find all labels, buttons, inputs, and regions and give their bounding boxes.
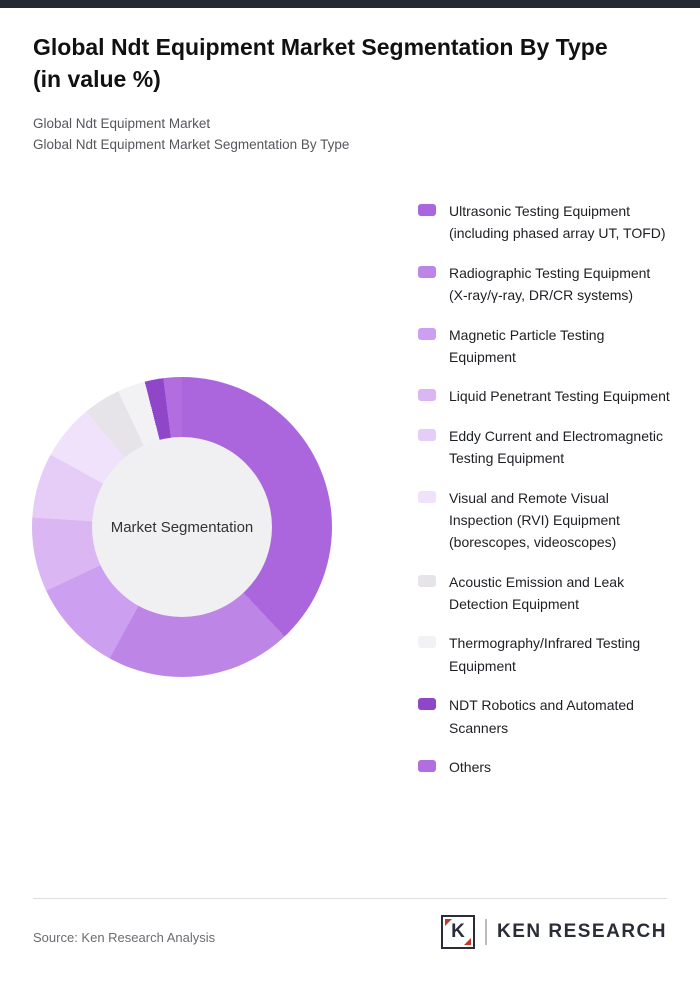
legend-swatch: [418, 389, 436, 402]
legend-swatch: [418, 204, 436, 216]
legend-label: Magnetic Particle Testing Equipment: [449, 326, 605, 365]
page-title-line2: (in value %): [33, 65, 161, 92]
legend-item: Acoustic Emission and Leak Detection Equ…: [418, 571, 670, 616]
top-accent-bar: [0, 0, 700, 8]
legend-swatch: [418, 428, 436, 441]
legend-item: Radiographic Testing Equipment (X-ray/γ-…: [418, 262, 670, 307]
legend-label: Acoustic Emission and Leak Detection Equ…: [449, 573, 625, 613]
chart-legend: Ultrasonic Testing Equipment (including …: [418, 200, 670, 795]
legend-label: Thermography/Infrared Testing Equipment: [449, 635, 641, 674]
legend-item: Others: [418, 756, 670, 778]
logo-separator: [484, 919, 487, 945]
legend-label: Others: [449, 759, 492, 776]
legend-swatch: [418, 760, 436, 773]
legend-swatch: [418, 636, 436, 649]
legend-label: Eddy Current and Electromagnetic Testing…: [449, 427, 663, 467]
legend-item: Eddy Current and Electromagnetic Testing…: [418, 425, 670, 470]
legend-swatch: [418, 698, 436, 711]
source-note: Source: Ken Research Analysis: [33, 930, 216, 945]
subtitle-block: Global Ndt Equipment Market Global Ndt E…: [33, 113, 663, 155]
page-title-line1: Global Ndt Equipment Market Segmentation…: [33, 34, 608, 60]
legend-label: Visual and Remote Visual Inspection (RVI…: [449, 489, 620, 551]
logo-k-icon: K: [440, 915, 475, 949]
subtitle-market: Global Ndt Equipment Market: [33, 116, 211, 131]
legend-label: Liquid Penetrant Testing Equipment: [449, 388, 670, 405]
donut-chart: Market Segmentation: [32, 377, 332, 677]
footer-divider: [33, 898, 667, 899]
logo-wordmark: KEN RESEARCH: [496, 921, 667, 942]
legend-label: Radiographic Testing Equipment (X-ray/γ-…: [449, 264, 651, 304]
legend-item: Ultrasonic Testing Equipment (including …: [418, 200, 670, 245]
legend-item: Magnetic Particle Testing Equipment: [418, 324, 670, 369]
legend-item: Liquid Penetrant Testing Equipment: [418, 385, 670, 407]
legend-item: Thermography/Infrared Testing Equipment: [418, 632, 670, 677]
legend-swatch: [418, 574, 436, 587]
legend-label: NDT Robotics and Automated Scanners: [449, 697, 634, 736]
page-title: Global Ndt Equipment Market Segmentation…: [33, 32, 663, 95]
legend-label: Ultrasonic Testing Equipment (including …: [449, 203, 666, 242]
legend-item: NDT Robotics and Automated Scanners: [418, 694, 670, 739]
subtitle-segmentation: Global Ndt Equipment Market Segmentation…: [33, 137, 350, 152]
ken-research-logo: K KEN RESEARCH: [440, 915, 667, 949]
legend-swatch: [418, 490, 436, 503]
donut-center-label: Market Segmentation: [110, 518, 254, 536]
legend-swatch: [418, 265, 436, 278]
donut-center: Market Segmentation: [92, 437, 272, 617]
legend-item: Visual and Remote Visual Inspection (RVI…: [418, 487, 670, 554]
legend-swatch: [418, 327, 436, 340]
